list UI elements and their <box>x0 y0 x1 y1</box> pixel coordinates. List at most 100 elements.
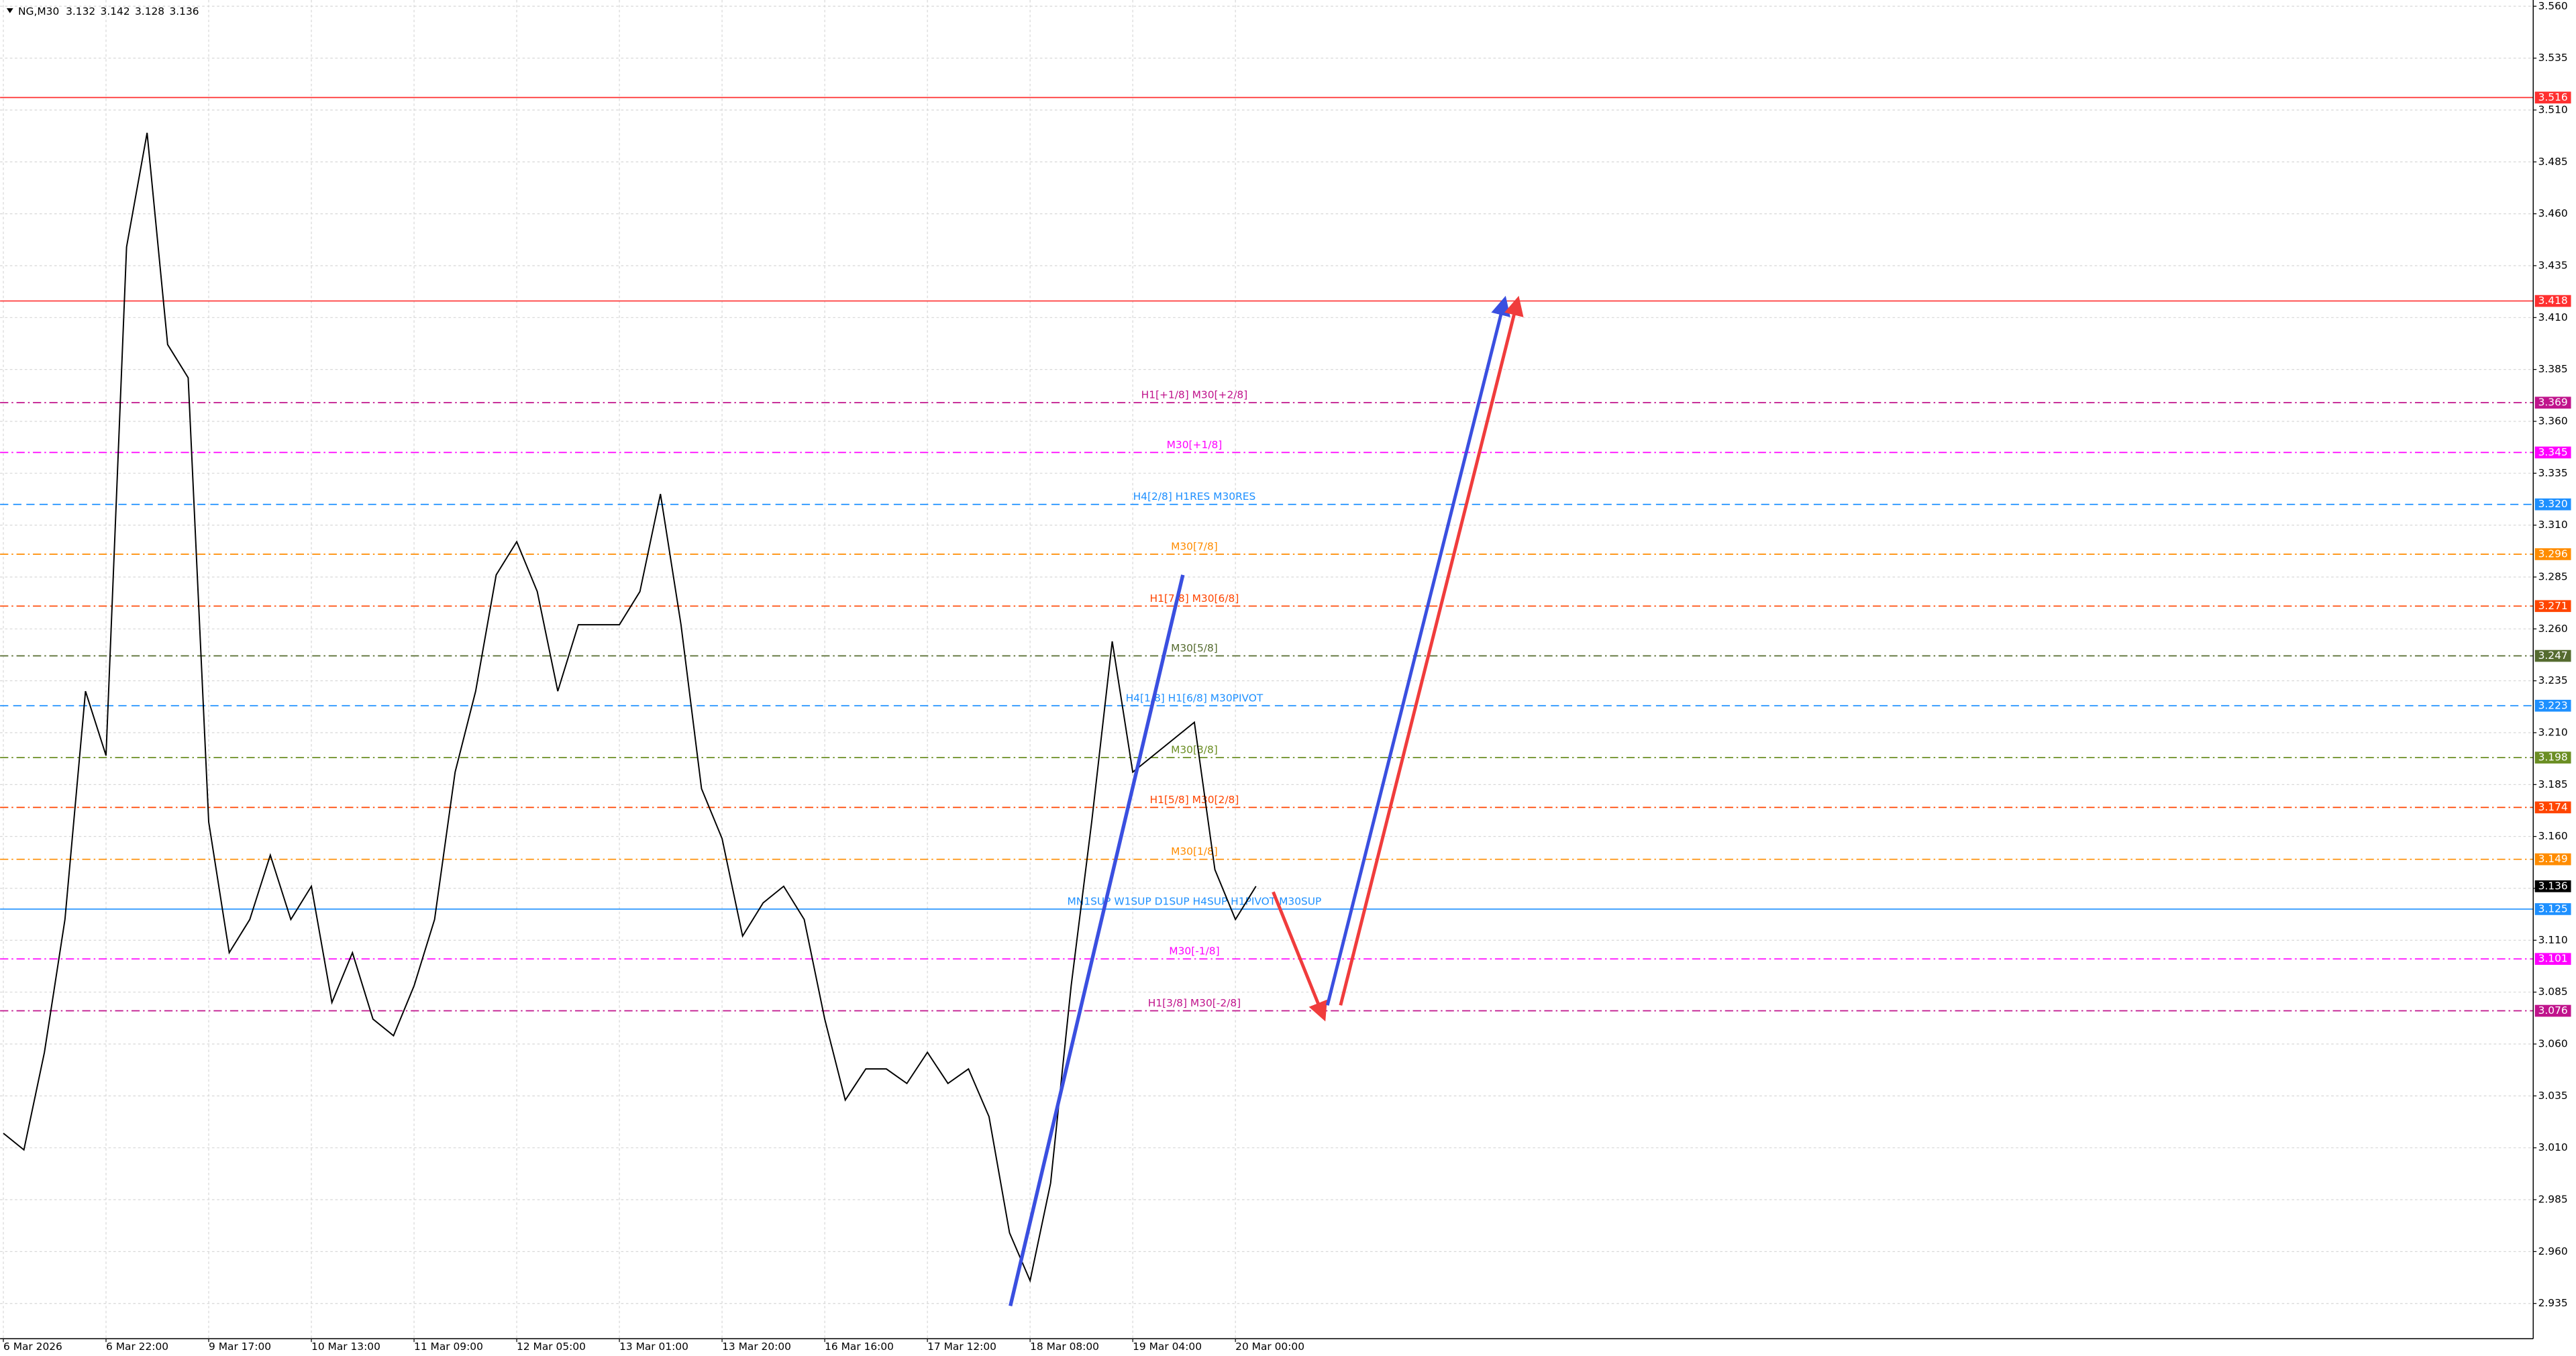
level-label: M30[+1/8] <box>1167 439 1223 451</box>
y-tick-label: 3.560 <box>2538 0 2568 12</box>
x-tick-label: 17 Mar 12:00 <box>927 1341 996 1353</box>
price-tag <box>2534 699 2571 712</box>
level-label: M30[3/8] <box>1171 744 1218 756</box>
level-label: M30[7/8] <box>1171 540 1218 552</box>
open: 3.132 <box>66 5 95 17</box>
y-tick-label: 3.010 <box>2538 1141 2568 1153</box>
level-label: MN1SUP W1SUP D1SUP H4SUP H1PIVOT M30SUP <box>1068 895 1322 907</box>
price-tag <box>2534 801 2571 814</box>
price-tag-label: 3.516 <box>2538 91 2568 103</box>
high: 3.142 <box>101 5 130 17</box>
price-tag <box>2534 446 2571 459</box>
price-tag-label: 3.125 <box>2538 902 2568 915</box>
y-tick-label: 3.385 <box>2538 363 2568 375</box>
price-tag <box>2534 91 2571 104</box>
x-tick-label: 12 Mar 05:00 <box>517 1341 586 1353</box>
x-tick-label: 9 Mar 17:00 <box>209 1341 271 1353</box>
price-line <box>3 132 1257 1283</box>
y-tick-label: 3.085 <box>2538 986 2568 998</box>
price-tag <box>2534 751 2571 764</box>
current-price-tag <box>2534 880 2571 892</box>
level-label: H4[1/8] H1[6/8] M30PIVOT <box>1126 692 1264 704</box>
price-tag-label: 3.418 <box>2538 295 2568 307</box>
level-label: M30[-1/8] <box>1169 945 1219 957</box>
plot <box>3 132 1257 1283</box>
price-tag-label: 3.369 <box>2538 397 2568 409</box>
price-tag <box>2534 649 2571 662</box>
level-label: H1[3/8] M30[-2/8] <box>1148 997 1241 1009</box>
price-tag <box>2534 903 2571 915</box>
level-label: M30[1/8] <box>1171 845 1218 857</box>
level-label: H1[5/8] M30[2/8] <box>1150 794 1239 806</box>
x-tick-label: 6 Mar 22:00 <box>106 1341 168 1353</box>
price-tag <box>2534 295 2571 307</box>
header: NG,M30 3.132 3.142 3.128 3.136 <box>18 5 199 17</box>
levels: H1[+1/8] M30[+2/8] M30[+1/8] H4[2/8] H1RES… <box>0 97 2534 1012</box>
y-tick-label: 3.260 <box>2538 623 2568 635</box>
y-tick-label: 3.360 <box>2538 415 2568 427</box>
y-tick-label: 3.110 <box>2538 934 2568 946</box>
y-tick-label: 3.535 <box>2538 52 2568 64</box>
price-tag-label: 3.174 <box>2538 801 2568 813</box>
y-tick-label: 3.060 <box>2538 1038 2568 1050</box>
x-tick-label: 13 Mar 01:00 <box>619 1341 688 1353</box>
y-tick-label: 2.935 <box>2538 1297 2568 1309</box>
price-tag-label: 3.247 <box>2538 649 2568 662</box>
y-tick-label: 3.410 <box>2538 311 2568 323</box>
price-tag <box>2534 1004 2571 1017</box>
price-tag <box>2534 853 2571 866</box>
symbol: NG,M30 <box>18 5 59 17</box>
y-tick-label: 3.035 <box>2538 1090 2568 1102</box>
x-tick-label: 16 Mar 16:00 <box>825 1341 894 1353</box>
y-tick-label: 2.960 <box>2538 1245 2568 1257</box>
current-price-label: 3.136 <box>2538 880 2568 892</box>
price-tag-label: 3.320 <box>2538 498 2568 510</box>
level-label: H1[+1/8] M30[+2/8] <box>1141 389 1248 401</box>
drawings <box>1009 295 1524 1306</box>
x-tick-label: 20 Mar 00:00 <box>1235 1341 1304 1353</box>
price-tag <box>2534 600 2571 613</box>
x-tick-label: 19 Mar 04:00 <box>1133 1341 1202 1353</box>
level-label: H1[7/8] M30[6/8] <box>1150 592 1239 605</box>
trend-arrow <box>1272 891 1327 1022</box>
price-tag <box>2534 548 2571 560</box>
price-tag-label: 3.345 <box>2538 446 2568 458</box>
y-tick-label: 3.285 <box>2538 570 2568 582</box>
trend-arrow <box>1325 295 1510 1006</box>
y-tick-label: 3.210 <box>2538 726 2568 738</box>
y-tick-label: 3.235 <box>2538 674 2568 686</box>
price-tag <box>2534 397 2571 409</box>
price-tag-label: 3.296 <box>2538 547 2568 560</box>
x-tick-label: 18 Mar 08:00 <box>1030 1341 1099 1353</box>
y-tick-label: 3.435 <box>2538 259 2568 271</box>
y-tick-label: 3.335 <box>2538 467 2568 479</box>
level-label: H4[2/8] H1RES M30RES <box>1133 490 1256 503</box>
price-tag-label: 3.101 <box>2538 953 2568 965</box>
x-tick-label: 13 Mar 20:00 <box>722 1341 791 1353</box>
close: 3.136 <box>169 5 199 17</box>
price-tag <box>2534 498 2571 511</box>
y-tick-label: 3.510 <box>2538 103 2568 115</box>
level-label: M30[5/8] <box>1171 642 1218 654</box>
y-tick-label: 3.485 <box>2538 156 2568 168</box>
y-tick-label: 3.160 <box>2538 830 2568 842</box>
price-tag-label: 3.076 <box>2538 1004 2568 1016</box>
y-tick-label: 3.460 <box>2538 207 2568 219</box>
x-tick-label: 10 Mar 13:00 <box>311 1341 380 1353</box>
x-tick-label: 11 Mar 09:00 <box>414 1341 483 1353</box>
price-tag-label: 3.223 <box>2538 699 2568 711</box>
y-tick-label: 2.985 <box>2538 1194 2568 1206</box>
y-tick-label: 3.310 <box>2538 519 2568 531</box>
low: 3.128 <box>135 5 164 17</box>
grid <box>0 0 2534 1339</box>
price-tag-label: 3.198 <box>2538 751 2568 764</box>
menu-icon[interactable] <box>6 8 13 13</box>
price-tag <box>2534 953 2571 966</box>
y-tick-label: 3.185 <box>2538 778 2568 790</box>
trend-arrow <box>1339 295 1524 1006</box>
price-tag-label: 3.271 <box>2538 600 2568 612</box>
